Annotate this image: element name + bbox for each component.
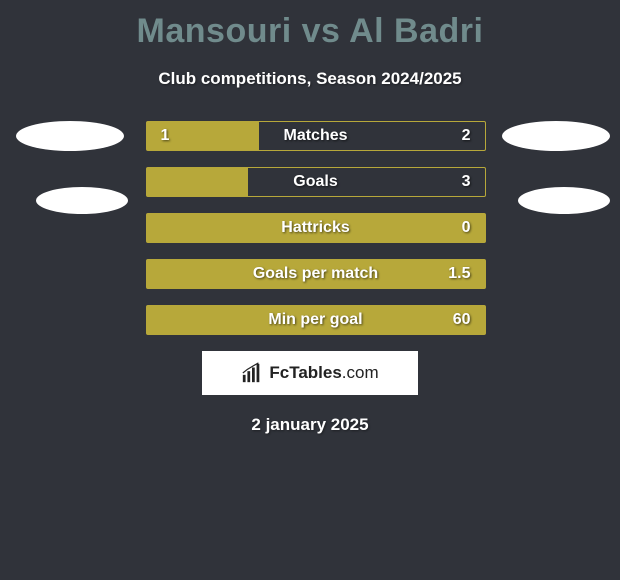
avatar-column-left	[11, 121, 128, 214]
stat-label: Matches	[283, 127, 347, 145]
logo-content: FcTables.com	[241, 362, 378, 384]
avatar-column-right	[504, 121, 610, 214]
page-title: Mansouri vs Al Badri	[0, 0, 620, 51]
page-subtitle: Club competitions, Season 2024/2025	[0, 69, 620, 89]
stat-right-value: 0	[462, 219, 471, 237]
stat-right-value: 1.5	[448, 265, 470, 283]
chart-icon	[241, 362, 263, 384]
stat-bars: 1 Matches 2 Goals 3 Hattricks 0 Goals per match…	[146, 121, 486, 335]
footer-date: 2 january 2025	[0, 415, 620, 435]
stat-right-value: 2	[462, 127, 471, 145]
stat-label: Min per goal	[268, 311, 362, 329]
stat-bar-row: Goals 3	[146, 167, 486, 197]
stat-bar-row: 1 Matches 2	[146, 121, 486, 151]
logo-box: FcTables.com	[202, 351, 418, 395]
logo-text: FcTables.com	[269, 363, 378, 383]
stat-label: Hattricks	[281, 219, 349, 237]
stat-bar-row: Hattricks 0	[146, 213, 486, 243]
avatar-ellipse	[518, 187, 610, 214]
avatar-ellipse	[502, 121, 610, 151]
stat-right-value: 3	[462, 173, 471, 191]
stat-label: Goals per match	[253, 265, 378, 283]
avatar-ellipse	[16, 121, 124, 151]
stat-left-value: 1	[161, 127, 170, 145]
stat-bar-row: Goals per match 1.5	[146, 259, 486, 289]
stat-right-value: 60	[453, 311, 471, 329]
stat-bar-fill	[147, 168, 248, 196]
avatar-ellipse	[36, 187, 128, 214]
comparison-area: 1 Matches 2 Goals 3 Hattricks 0 Goals per match…	[0, 121, 620, 335]
stat-bar-row: Min per goal 60	[146, 305, 486, 335]
stat-label: Goals	[293, 173, 337, 191]
